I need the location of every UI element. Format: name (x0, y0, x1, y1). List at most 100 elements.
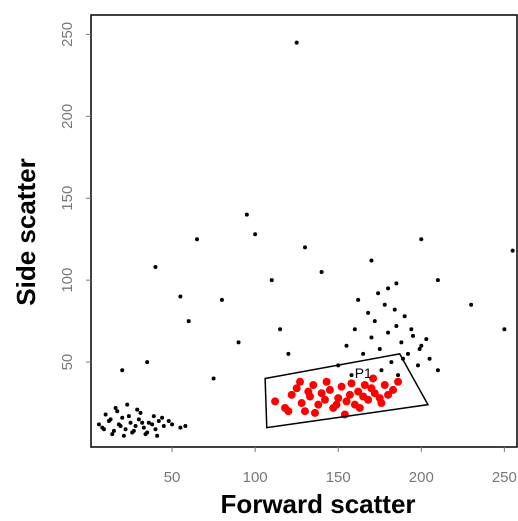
point (178, 425, 183, 430)
point (344, 343, 349, 348)
y-tick-label: 250 (59, 22, 76, 47)
point (115, 409, 120, 414)
point (389, 360, 394, 365)
point (160, 415, 165, 420)
point (284, 407, 293, 416)
point (364, 395, 373, 404)
point (287, 390, 296, 399)
point (369, 374, 378, 383)
point (334, 394, 343, 403)
point (269, 278, 274, 283)
point (183, 423, 188, 428)
x-tick-label: 100 (243, 469, 268, 486)
point (317, 389, 326, 398)
y-axis-title: Side scatter (11, 158, 41, 305)
point (101, 427, 106, 432)
point (419, 343, 424, 348)
point (236, 340, 241, 345)
point (178, 294, 183, 299)
point (103, 412, 108, 417)
point (133, 423, 138, 428)
point (384, 390, 393, 399)
point (360, 381, 369, 390)
y-tick-label: 150 (59, 186, 76, 211)
point (120, 368, 125, 373)
point (300, 407, 309, 416)
point (166, 419, 171, 424)
point (427, 356, 432, 361)
point (125, 402, 130, 407)
point (377, 399, 386, 408)
point (469, 302, 474, 307)
x-tick-label: 250 (492, 469, 517, 486)
point (376, 291, 381, 296)
point (332, 400, 341, 409)
plot-frame (90, 14, 518, 448)
x-tick-label: 150 (326, 469, 351, 486)
point (399, 340, 404, 345)
point (96, 422, 101, 427)
point (409, 327, 414, 332)
point (271, 397, 280, 406)
point (345, 390, 354, 399)
point (392, 307, 397, 312)
point (161, 423, 166, 428)
x-tick-label: 50 (164, 469, 181, 486)
point (120, 415, 125, 420)
point (380, 381, 389, 390)
point (410, 333, 415, 338)
point (355, 403, 364, 412)
point (310, 408, 319, 417)
point (253, 232, 258, 237)
point (342, 397, 351, 406)
point (302, 245, 307, 250)
point (396, 373, 401, 378)
point (110, 432, 115, 437)
point (314, 400, 323, 409)
point (389, 385, 398, 394)
point (369, 258, 374, 263)
point (130, 430, 135, 435)
point (278, 327, 283, 332)
point (406, 351, 411, 356)
point (304, 387, 313, 396)
point (320, 395, 329, 404)
point (325, 385, 334, 394)
point (121, 433, 126, 438)
point (156, 419, 161, 424)
point (292, 384, 301, 393)
point (108, 417, 113, 422)
point (141, 425, 146, 430)
point (170, 422, 175, 427)
point (382, 302, 387, 307)
point (145, 360, 150, 365)
point (377, 346, 382, 351)
point (402, 314, 407, 319)
point (211, 376, 216, 381)
point (153, 265, 158, 270)
point (417, 346, 422, 351)
gate (264, 353, 430, 429)
point (347, 379, 356, 388)
point (297, 399, 306, 408)
point (366, 310, 371, 315)
point (319, 269, 324, 274)
point (352, 327, 357, 332)
point (150, 422, 155, 427)
gate-label: P1 (355, 365, 372, 381)
point (111, 428, 116, 433)
point (337, 382, 346, 391)
point (419, 237, 424, 242)
point (435, 278, 440, 283)
point (294, 40, 299, 45)
point (354, 387, 363, 396)
point (361, 351, 366, 356)
point (194, 237, 199, 242)
point (386, 330, 391, 335)
point (138, 410, 143, 415)
point (372, 319, 377, 324)
point (322, 377, 331, 386)
point (349, 373, 354, 378)
point (140, 420, 145, 425)
